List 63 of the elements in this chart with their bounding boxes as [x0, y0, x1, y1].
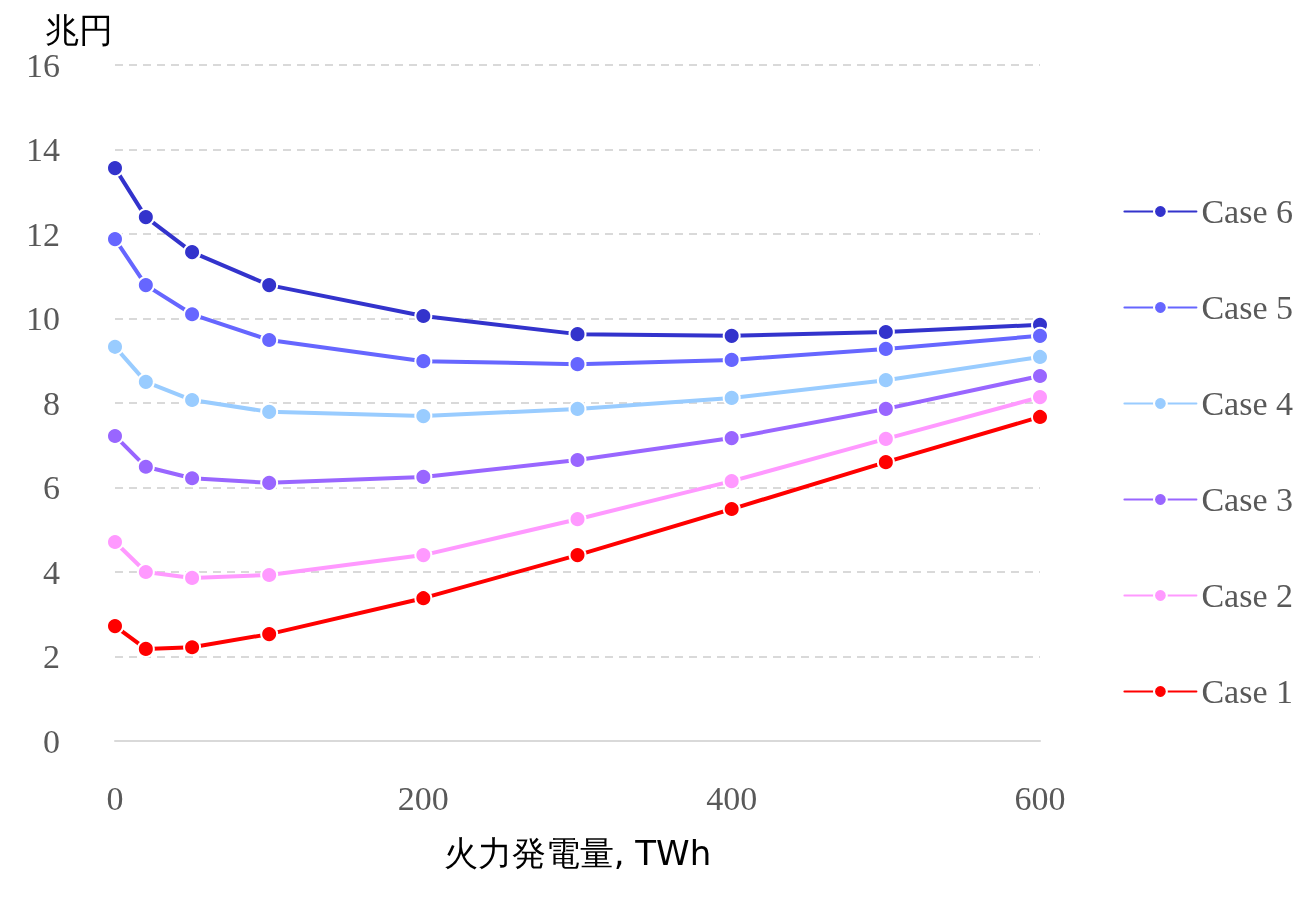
point	[568, 355, 587, 374]
legend-label: Case 3	[1201, 481, 1293, 518]
point	[106, 230, 124, 249]
point	[260, 625, 279, 644]
point	[106, 617, 124, 636]
point	[260, 402, 279, 421]
point	[414, 589, 433, 608]
y-tick-label: 4	[43, 553, 60, 591]
point	[136, 372, 155, 391]
point	[1031, 407, 1049, 426]
point	[722, 350, 741, 369]
legend-label: Case 6	[1201, 193, 1293, 230]
point	[722, 429, 741, 448]
y-tick-label: 14	[26, 131, 60, 168]
point	[876, 453, 895, 472]
point	[136, 639, 155, 658]
y-tick-label: 12	[26, 215, 60, 253]
point	[136, 208, 155, 227]
point	[722, 388, 741, 407]
legend-label: Case 1	[1201, 673, 1293, 710]
point	[568, 325, 587, 344]
point	[1031, 326, 1049, 345]
point	[106, 533, 124, 551]
legend-label: Case 4	[1201, 385, 1293, 422]
point	[106, 337, 124, 356]
point	[183, 243, 202, 262]
point	[260, 276, 279, 295]
point	[183, 568, 202, 587]
legend-label: Case 5	[1201, 289, 1293, 326]
y-tick-label: 2	[43, 638, 60, 675]
point	[876, 371, 895, 390]
x-tick-label: 200	[397, 779, 449, 817]
point	[568, 510, 587, 529]
y-tick-label: 0	[43, 722, 60, 760]
point	[414, 352, 433, 371]
point	[568, 399, 587, 418]
point	[1031, 347, 1049, 366]
x-tick-label: 400	[706, 779, 758, 817]
point	[876, 429, 895, 448]
point	[106, 159, 124, 178]
point	[414, 546, 433, 565]
point	[414, 407, 433, 426]
point	[876, 339, 895, 358]
x-axis-title: 火力発電量, TWh	[443, 833, 712, 873]
point	[136, 563, 155, 581]
point	[722, 326, 741, 345]
y-tick-label: 8	[43, 384, 60, 422]
x-tick-label: 600	[1014, 779, 1066, 817]
point	[722, 472, 741, 491]
point	[876, 399, 895, 418]
point	[136, 276, 155, 295]
point	[1031, 388, 1049, 407]
point	[183, 638, 202, 657]
point	[260, 473, 279, 492]
point	[183, 305, 202, 324]
x-tick-label: 0	[106, 779, 124, 817]
y-tick-label: 6	[43, 469, 60, 506]
y-tick-label: 10	[26, 300, 60, 337]
point	[136, 457, 155, 476]
legend-label: Case 2	[1201, 577, 1293, 614]
point	[414, 467, 433, 486]
point	[568, 546, 587, 565]
point	[183, 469, 202, 488]
